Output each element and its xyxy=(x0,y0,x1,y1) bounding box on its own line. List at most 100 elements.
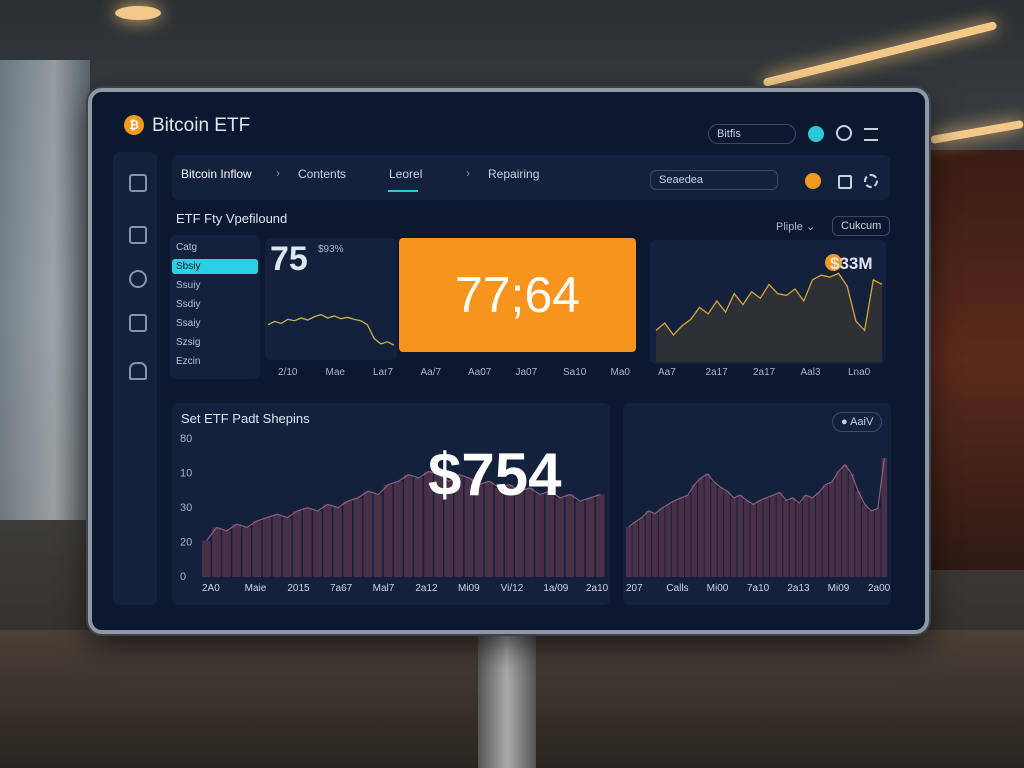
bar xyxy=(691,484,698,577)
x-label: Lar7 xyxy=(373,367,394,378)
bar xyxy=(711,481,717,577)
bar xyxy=(363,491,373,577)
bar xyxy=(343,501,352,577)
tab[interactable]: Bitcoin Inflow xyxy=(181,167,252,181)
bar xyxy=(373,494,383,577)
bar xyxy=(645,511,652,577)
x-label: Lna0 xyxy=(848,367,871,378)
bar xyxy=(575,501,585,577)
big-value: $754 xyxy=(428,441,562,508)
x-label: 2a17 xyxy=(753,367,776,378)
search-text: Bitfis xyxy=(717,128,741,140)
nav-icon[interactable] xyxy=(129,314,147,332)
bar xyxy=(222,530,231,577)
x-label: Mi09 xyxy=(458,583,480,594)
bar xyxy=(494,487,504,577)
x-label: Maie xyxy=(245,583,267,594)
bar xyxy=(424,471,433,577)
menu-item[interactable]: Szsig xyxy=(176,337,201,348)
stat-value: 75 xyxy=(270,240,308,278)
bar xyxy=(515,491,524,577)
bar xyxy=(282,517,292,577)
bar xyxy=(383,484,393,577)
tab-indicator xyxy=(388,190,418,192)
control-text: Pliple xyxy=(776,221,803,233)
coin-icon[interactable] xyxy=(805,173,821,189)
x-label: Mae xyxy=(325,367,345,378)
x-label: 2a17 xyxy=(705,367,728,378)
x-label: Sa10 xyxy=(563,367,587,378)
settings-icon[interactable] xyxy=(864,174,878,188)
menu-item[interactable]: Ssuiy xyxy=(176,280,201,291)
x-label: 2015 xyxy=(287,583,310,594)
bar xyxy=(730,497,737,577)
bar xyxy=(855,491,861,577)
bar xyxy=(505,484,514,577)
bar xyxy=(815,492,822,577)
y-label: 0 xyxy=(180,571,186,583)
x-label: 7a10 xyxy=(747,583,770,594)
control-text: Cukcum xyxy=(841,220,882,232)
menu-item[interactable]: Sbsiy xyxy=(172,259,258,274)
tab[interactable]: Repairing xyxy=(488,167,540,181)
bar xyxy=(639,517,645,577)
bar xyxy=(665,504,671,577)
tab[interactable]: Leorel xyxy=(389,167,423,181)
menu-item[interactable]: Ezcin xyxy=(176,356,201,367)
menu-item[interactable]: Catg xyxy=(176,242,198,253)
bar xyxy=(783,500,789,577)
bar xyxy=(242,527,251,577)
nav-icon[interactable] xyxy=(129,270,147,288)
bar-outline xyxy=(206,470,601,542)
bar xyxy=(202,540,211,577)
control[interactable]: Cukcum xyxy=(832,216,891,236)
y-label: 10 xyxy=(180,467,192,479)
area xyxy=(656,273,882,362)
bar xyxy=(848,474,855,577)
ceiling-light xyxy=(762,21,998,87)
bar xyxy=(671,500,678,577)
legend[interactable]: ● AaiV xyxy=(832,412,883,432)
bar xyxy=(232,524,241,577)
x-label: Ja07 xyxy=(515,367,538,378)
x-label: Mi00 xyxy=(707,583,729,594)
bar xyxy=(595,494,605,577)
search[interactable]: Bitfis xyxy=(708,124,796,144)
clock-icon[interactable] xyxy=(836,125,852,141)
bar xyxy=(444,481,453,577)
bar xyxy=(829,481,835,577)
x-label: 2a12 xyxy=(415,583,438,594)
bar xyxy=(757,500,763,577)
x-label: Vi/12 xyxy=(501,583,524,594)
control[interactable]: Pliple ⌄ xyxy=(776,221,816,233)
bar xyxy=(861,504,868,577)
line xyxy=(655,272,883,337)
bar xyxy=(565,494,575,577)
highlight-card: 77;64 xyxy=(399,238,636,352)
tab[interactable]: Contents xyxy=(298,167,347,181)
app-title: Bitcoin ETF xyxy=(152,115,251,136)
menu-item[interactable]: Ssdiy xyxy=(176,299,201,310)
bar xyxy=(474,484,484,577)
bar xyxy=(555,497,565,577)
bar xyxy=(525,487,534,577)
bar xyxy=(763,497,770,577)
coin-icon xyxy=(825,254,842,271)
mini-chart xyxy=(267,313,395,346)
wall-screen xyxy=(924,150,1024,570)
tab-search[interactable]: Seaedea xyxy=(650,170,778,190)
status-icon[interactable] xyxy=(808,126,824,142)
menu-item[interactable]: Ssaiy xyxy=(176,318,201,329)
bar xyxy=(789,497,796,577)
tab-search-text: Seaedea xyxy=(659,174,704,186)
bar xyxy=(743,500,750,577)
x-label: 2a10 xyxy=(586,583,608,594)
bar xyxy=(272,514,282,577)
menu-icon[interactable] xyxy=(864,128,878,141)
lock-icon[interactable] xyxy=(838,175,852,189)
nav-icon[interactable] xyxy=(129,362,147,380)
nav-icon[interactable] xyxy=(129,226,147,244)
nav-icon[interactable] xyxy=(129,174,147,192)
bar xyxy=(770,495,776,577)
